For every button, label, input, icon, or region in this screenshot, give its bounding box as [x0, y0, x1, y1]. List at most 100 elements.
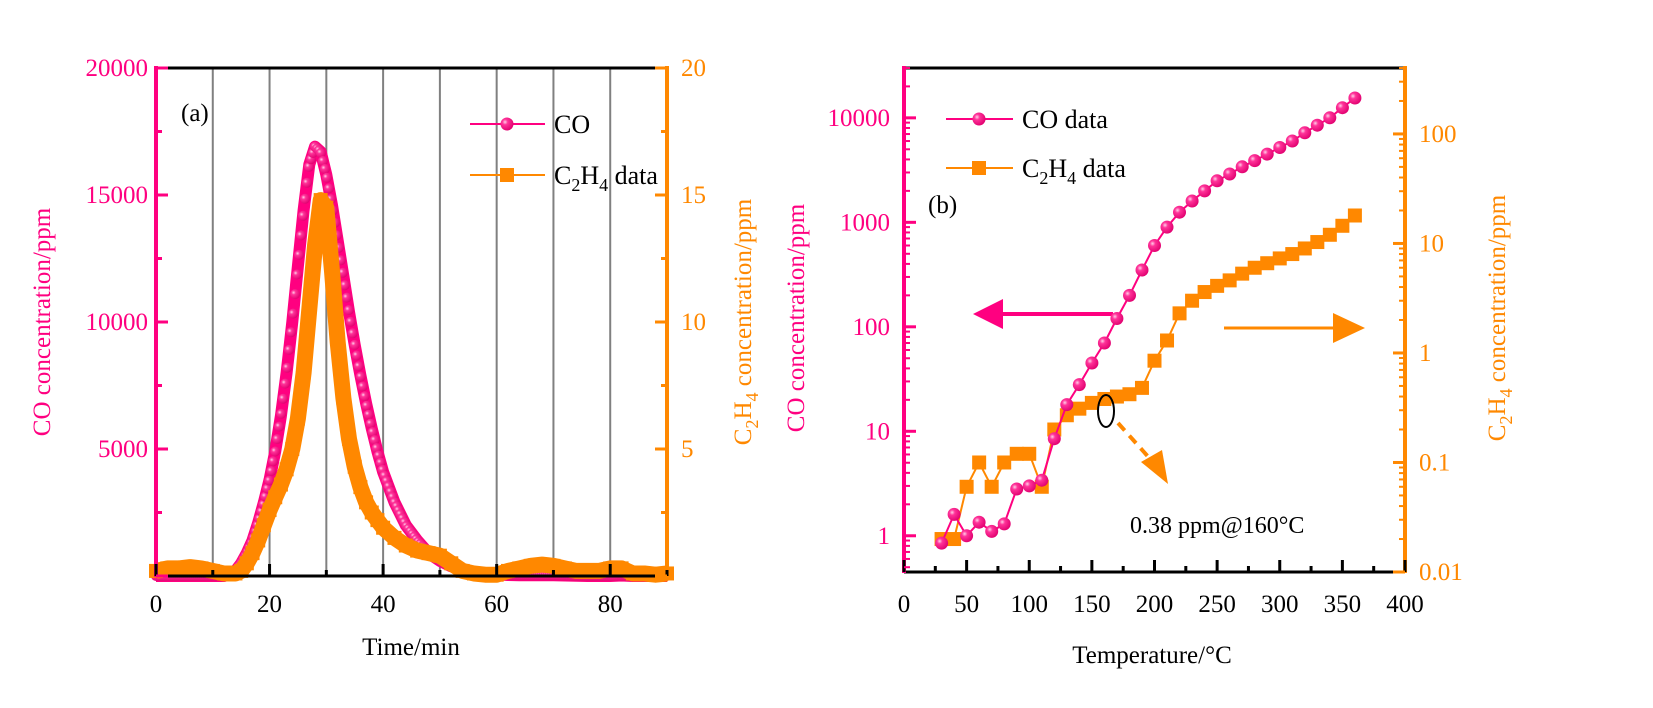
- panel-a-legend: CO C2H4 data: [470, 110, 658, 195]
- co-point: [266, 466, 277, 477]
- c2h4-axis-arrow: [1224, 313, 1365, 343]
- panel-b-y-right-title-sub4: 4: [1496, 388, 1516, 397]
- panel-b-y-right-title-sub2: 2: [1496, 416, 1516, 425]
- panel-a-y-right-title-c: C: [730, 429, 757, 446]
- co-data-point: [1310, 118, 1324, 132]
- legend-c2h4-data-label-c: C: [1022, 154, 1039, 183]
- y-right-tick-label: 100: [1419, 121, 1457, 148]
- co-point: [339, 280, 350, 291]
- c2h4-point: [614, 561, 629, 576]
- co-point: [284, 344, 295, 355]
- panel-b-series: [934, 91, 1362, 550]
- c2h4-point: [251, 533, 266, 548]
- co-point: [361, 400, 372, 411]
- legend-c2h4-label-sub2: 2: [571, 175, 580, 195]
- co-point: [268, 456, 279, 467]
- y-left-tick-label: 20000: [86, 55, 149, 82]
- panel-a-y-right-title-sub2: 2: [742, 420, 762, 429]
- co-data-point: [1035, 473, 1049, 487]
- legend-entry-co[interactable]: CO: [470, 110, 590, 139]
- co-point: [300, 193, 310, 204]
- co-point: [286, 327, 297, 338]
- legend-entry-c2h4[interactable]: C2H4 data: [470, 161, 658, 195]
- x-tick-label: 60: [484, 591, 509, 618]
- c2h4-point: [591, 563, 606, 578]
- panel-b-axes: [902, 66, 1407, 574]
- co-point: [302, 177, 312, 188]
- panel-a-y-right-title: C2H4 concentration/ppm: [730, 198, 762, 445]
- co-data-point: [1047, 432, 1061, 446]
- panel-b-legend: CO data C2H4 data: [946, 105, 1126, 188]
- dashed-arrow-line: [1116, 421, 1154, 463]
- x-tick-label: 150: [1073, 591, 1111, 618]
- co-data-point: [1135, 263, 1149, 277]
- co-data-point: [1223, 167, 1237, 181]
- y-left-tick-label: 10000: [86, 309, 149, 336]
- co-point: [359, 391, 370, 402]
- panel-b-y-right-title-rest: concentration/ppm: [1484, 194, 1511, 388]
- y-right-tick-label: 20: [681, 55, 706, 82]
- co-point: [319, 164, 330, 174]
- c2h4-point: [535, 557, 550, 572]
- x-tick-label: 40: [371, 591, 396, 618]
- co-data-point: [1060, 398, 1074, 412]
- co-point: [371, 443, 382, 454]
- co-data-point: [960, 529, 974, 543]
- panel-a-series: [149, 140, 674, 583]
- co-point: [280, 378, 291, 389]
- co-point: [357, 381, 368, 392]
- co-data-point: [947, 507, 961, 521]
- c2h4-data-point: [1072, 401, 1087, 416]
- co-data-point: [1085, 356, 1099, 370]
- co-data-point: [1323, 111, 1337, 125]
- panel-a-tick-labels: 0 20 40 60 80 5000 10000 15000 20000 5 10 15 20: [86, 55, 707, 618]
- co-data-point: [1160, 220, 1174, 234]
- c2h4-point: [376, 520, 391, 535]
- c2h4-point: [256, 518, 271, 533]
- c2h4-data-point: [1134, 380, 1149, 395]
- dashed-arrow-head-icon: [1141, 450, 1168, 484]
- c2h4-data-point: [1147, 353, 1162, 368]
- x-tick-label: 0: [150, 591, 163, 618]
- legend-entry-c2h4-data[interactable]: C2H4 data: [946, 154, 1126, 188]
- c2h4-point: [353, 480, 368, 495]
- legend-c2h4-label-sub4: 4: [599, 175, 608, 195]
- panel-a-y-right-title-sub4: 4: [742, 392, 762, 401]
- co-point: [349, 339, 360, 350]
- c2h4-point: [279, 462, 294, 477]
- y-left-tick-label: 10: [865, 418, 890, 445]
- x-tick-label: 200: [1136, 591, 1174, 618]
- c2h4-data-point: [1310, 235, 1325, 250]
- c2h4-data-point: [1172, 306, 1187, 321]
- co-point: [315, 148, 326, 158]
- legend-c2h4-label-rest: data: [608, 161, 658, 190]
- co-point: [343, 305, 354, 316]
- co-data-point: [1335, 101, 1349, 115]
- panel-b-y-right-title-h: H: [1484, 397, 1511, 415]
- c2h4-point: [444, 556, 459, 571]
- c2h4-data-point: [1197, 285, 1212, 300]
- co-point: [292, 269, 303, 280]
- y-left-tick-label: 100: [853, 314, 891, 341]
- c2h4-data-point: [1109, 389, 1124, 404]
- x-tick-label: 400: [1386, 591, 1424, 618]
- y-right-tick-label: 15: [681, 182, 706, 209]
- c2h4-data-point: [997, 455, 1012, 470]
- c2h4-data-point: [947, 532, 962, 547]
- annotation-text: 0.38 ppm@160°C: [1130, 513, 1304, 539]
- legend-c2h4-data-label-sub4: 4: [1067, 168, 1076, 188]
- co-data-point: [1097, 336, 1111, 350]
- x-tick-label: 250: [1198, 591, 1236, 618]
- panel-a-axes: [154, 66, 669, 578]
- c2h4-data-point: [1122, 387, 1137, 402]
- c2h4-data-point: [1335, 218, 1350, 233]
- c2h4-point: [501, 563, 516, 578]
- co-data-point: [985, 524, 999, 538]
- x-tick-label: 100: [1011, 591, 1049, 618]
- c2h4-point: [262, 502, 277, 517]
- legend-entry-co-data[interactable]: CO data: [946, 105, 1108, 134]
- c2h4-data-point: [959, 479, 974, 494]
- co-point: [345, 316, 356, 327]
- series-co-data-line: [940, 97, 1356, 544]
